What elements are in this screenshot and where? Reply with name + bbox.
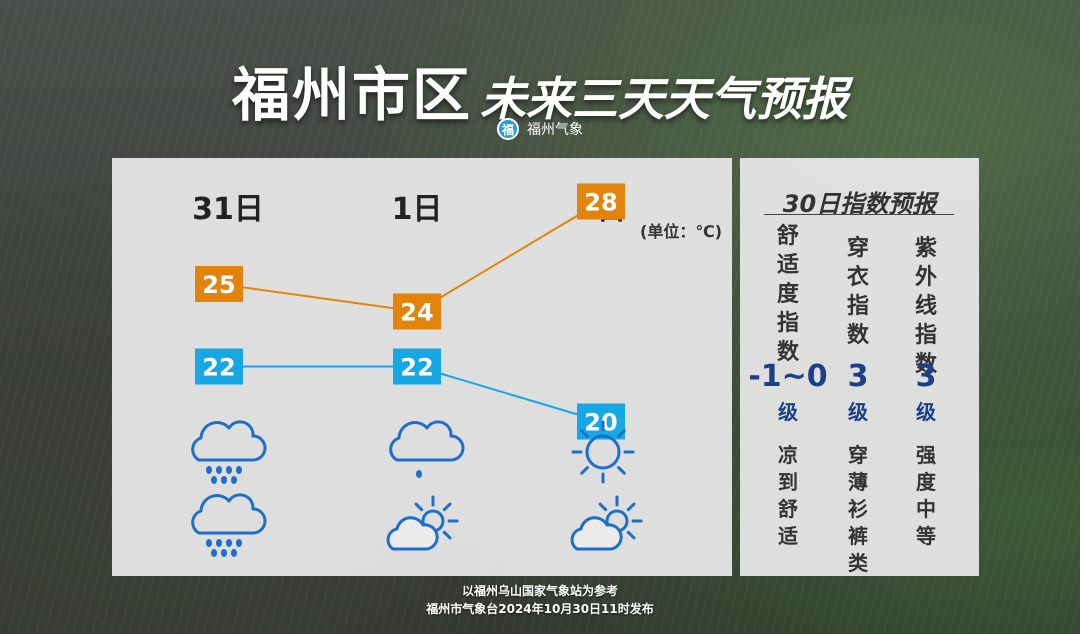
title-sub: 未来三天天气预报 <box>480 72 848 126</box>
data-label: 22 <box>202 354 235 382</box>
index-col-comfort: 舒适度指数 <box>758 222 818 367</box>
point-low-0: 22 <box>195 348 243 385</box>
rain-cloud-icon <box>191 420 267 484</box>
partly-cloudy-icon <box>386 495 459 551</box>
data-label: 28 <box>584 189 617 217</box>
sun-icon <box>571 420 635 484</box>
point-high-1: 24 <box>393 293 441 330</box>
index-desc-comfort: 凉到舒适 <box>778 443 798 548</box>
index-title-underline <box>764 214 954 215</box>
index-desc-clothing-col: 穿薄衫裤类 <box>828 442 888 577</box>
index-value-clothing: 3 <box>847 359 869 394</box>
rain-cloud-icon <box>191 493 267 557</box>
index-title: 30日指数预报 <box>782 190 937 218</box>
data-label: 22 <box>400 354 433 382</box>
footer-line-2: 福州市气象台2024年10月30日11时发布 <box>426 602 654 616</box>
index-name-comfort: 舒适度指数 <box>776 224 799 365</box>
index-col-uv: 紫外线指数 <box>896 234 956 379</box>
data-label: 24 <box>400 299 433 327</box>
point-box <box>195 266 243 302</box>
point-box <box>393 293 441 330</box>
footer-line-1: 以福州乌山国家气象站为参考 <box>461 584 618 598</box>
unit-label: (单位：℃) <box>640 222 723 241</box>
index-value-uv: 3 <box>915 359 937 394</box>
data-label: 25 <box>202 271 235 299</box>
point-high-0: 25 <box>195 266 243 302</box>
index-desc-uv: 强度中等 <box>916 443 936 548</box>
index-level-uv: 级 <box>916 400 936 424</box>
index-name-uv: 紫外线指数 <box>914 236 937 377</box>
point-box <box>195 348 243 385</box>
day-label-0: 31日 <box>192 192 264 227</box>
title-main: 福州市区 <box>231 61 472 129</box>
index-level-clothing: 级 <box>848 400 868 424</box>
index-desc-comfort-col: 凉到舒适 <box>758 442 818 550</box>
index-desc-uv-col: 强度中等 <box>896 442 956 550</box>
index-value-comfort: -1~0 <box>748 359 828 394</box>
index-name-clothing: 穿衣指数 <box>846 236 869 348</box>
data-label: 20 <box>584 409 617 437</box>
index-col-clothing: 穿衣指数 <box>828 234 888 350</box>
footer: 以福州乌山国家气象站为参考 福州市气象台2024年10月30日11时发布 <box>0 582 1080 618</box>
point-box <box>393 348 441 385</box>
page-title: 福州市区 未来三天天气预报 <box>0 48 1080 129</box>
index-panel <box>740 158 979 576</box>
point-box <box>577 183 625 220</box>
brand-name: 福州气象 <box>527 122 583 138</box>
index-desc-clothing: 穿薄衫裤类 <box>848 443 868 575</box>
day-label-1: 1日 <box>391 192 443 227</box>
point-high-2: 28 <box>577 183 625 220</box>
point-low-1: 22 <box>393 348 441 385</box>
brand: 福 福州气象 <box>0 118 1080 140</box>
index-level-comfort: 级 <box>778 400 798 424</box>
partly-cloudy-icon <box>570 495 643 551</box>
light-rain-cloud-icon <box>389 420 465 478</box>
brand-logo-icon: 福 <box>497 118 519 140</box>
